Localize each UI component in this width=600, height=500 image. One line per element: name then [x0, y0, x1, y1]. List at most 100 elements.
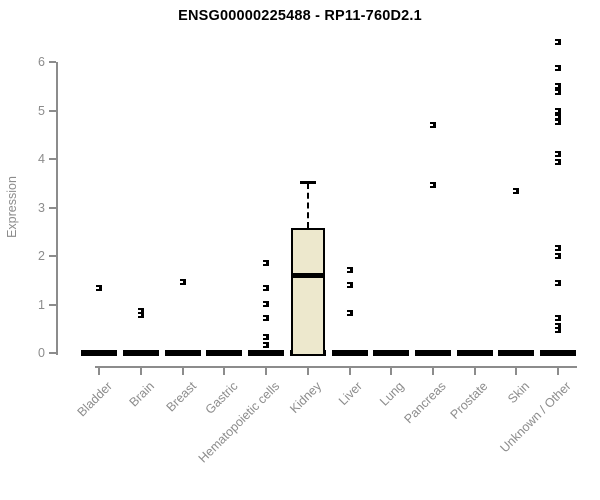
y-tick — [49, 61, 56, 63]
zero-expression-bar — [248, 350, 285, 356]
outlier-point-notch — [263, 262, 267, 265]
outlier-point-notch — [263, 317, 267, 320]
x-tick — [265, 368, 268, 375]
x-category-label: Breast — [163, 379, 199, 415]
outlier-point-notch — [346, 311, 350, 314]
zero-expression-bar — [414, 350, 451, 356]
outlier-point-notch — [179, 281, 183, 284]
x-category-label: Brain — [126, 379, 157, 410]
x-tick — [181, 368, 184, 375]
zero-expression-bar — [164, 350, 201, 356]
chart-title: ENSG00000225488 - RP11-760D2.1 — [178, 8, 422, 24]
outlier-point — [513, 188, 520, 195]
outlier-point — [346, 282, 353, 289]
zero-expression-bar — [456, 350, 493, 356]
y-tick-label: 0 — [38, 346, 45, 360]
x-category-label: Bladder — [74, 379, 116, 420]
y-tick-label: 2 — [38, 249, 45, 263]
x-tick — [557, 368, 559, 375]
whisker-cap — [299, 181, 316, 185]
outlier-point-notch — [555, 90, 558, 93]
outlier-point-notch — [555, 247, 558, 250]
outlier-point — [429, 122, 436, 129]
outlier-point-notch — [346, 269, 350, 272]
x-tick — [306, 368, 309, 375]
y-tick-label: 4 — [38, 152, 45, 166]
outlier-point — [555, 245, 561, 252]
y-axis-line — [56, 62, 58, 355]
outlier-point — [555, 151, 561, 158]
zero-expression-bar — [81, 350, 118, 356]
outlier-point — [179, 279, 186, 286]
y-tick — [49, 206, 56, 209]
outlier-point — [263, 334, 270, 341]
outlier-point-notch — [555, 160, 558, 163]
y-tick-label: 1 — [38, 297, 45, 312]
y-tick-label: 6 — [38, 55, 45, 69]
y-tick — [49, 158, 56, 160]
outlier-point-notch — [263, 302, 267, 305]
outlier-point — [555, 252, 561, 259]
x-category-label: Kidney — [286, 379, 324, 416]
outlier-point — [263, 260, 270, 267]
outlier-point — [555, 65, 561, 72]
outlier-point-notch — [555, 254, 558, 257]
outlier-point-notch — [555, 316, 558, 319]
outlier-point — [555, 108, 561, 115]
y-tick — [49, 109, 56, 112]
x-tick — [431, 368, 434, 375]
outlier-point-notch — [429, 124, 433, 127]
x-tick — [473, 368, 476, 375]
outlier-point-notch — [555, 115, 558, 118]
outlier-point — [263, 285, 270, 292]
zero-expression-bar — [373, 350, 410, 356]
zero-expression-bar — [540, 350, 576, 356]
y-tick-label: 3 — [38, 200, 45, 215]
outlier-point — [555, 280, 561, 287]
outlier-point — [555, 82, 561, 89]
outlier-point — [346, 309, 353, 316]
outlier-point-notch — [555, 329, 558, 332]
outlier-point-notch — [555, 282, 558, 285]
outlier-point-notch — [555, 41, 558, 44]
outlier-point — [263, 315, 270, 322]
outlier-point-notch — [138, 313, 141, 316]
x-axis-line — [95, 366, 577, 368]
x-category-label: Hematopoietic cells — [195, 379, 283, 466]
outlier-point-notch — [555, 153, 558, 156]
outlier-point-notch — [263, 287, 267, 290]
x-tick — [515, 368, 518, 375]
x-tick — [390, 368, 393, 375]
x-tick — [348, 368, 351, 375]
outlier-point-notch — [555, 110, 558, 113]
outlier-point-notch — [555, 324, 558, 327]
outlier-point — [96, 285, 103, 292]
box-rect — [290, 228, 325, 356]
y-tick — [49, 255, 56, 257]
x-tick — [223, 368, 226, 375]
outlier-point-notch — [138, 310, 141, 313]
outlier-point — [555, 113, 561, 120]
outlier-point-notch — [555, 84, 558, 87]
y-tick — [49, 303, 56, 306]
y-tick — [49, 352, 56, 354]
outlier-point — [555, 327, 561, 334]
outlier-point-notch — [555, 67, 558, 70]
zero-expression-bar — [206, 350, 243, 356]
outlier-point — [555, 39, 561, 46]
outlier-point — [138, 308, 144, 315]
median-line — [290, 273, 325, 279]
outlier-point — [555, 88, 561, 95]
outlier-point-notch — [263, 336, 267, 339]
outlier-point — [555, 314, 561, 321]
y-tick-label: 5 — [38, 103, 45, 118]
outlier-point — [263, 300, 270, 307]
x-category-label: Pancreas — [401, 379, 449, 427]
outlier-point-notch — [555, 120, 558, 123]
outlier-point — [138, 311, 144, 318]
outlier-point-notch — [96, 287, 100, 290]
x-category-label: Skin — [505, 379, 533, 407]
x-category-label: Prostate — [447, 379, 491, 422]
